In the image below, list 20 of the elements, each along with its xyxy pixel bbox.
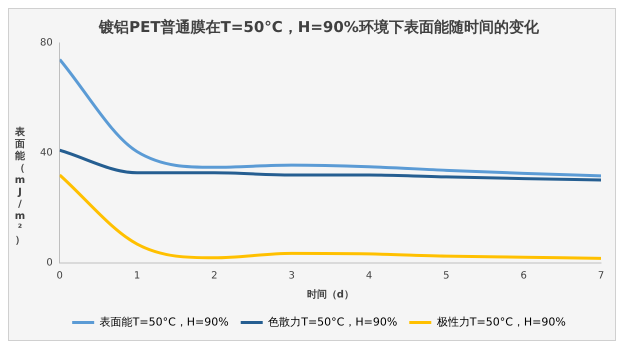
x-tick-label: 4 [366, 270, 372, 282]
legend-label: 色散力T=50°C，H=90% [268, 315, 398, 328]
line-series [60, 58, 601, 178]
x-tick-label: 0 [56, 270, 63, 282]
y-tick-label: 40 [40, 148, 53, 159]
legend-label: 极性力T=50°C，H=90% [436, 315, 566, 328]
x-tick-label: 5 [443, 270, 450, 282]
x-tick-label: 2 [211, 270, 218, 282]
x-tick-label: 7 [598, 270, 604, 282]
y-tick-label: 80 [40, 38, 53, 49]
x-tick-label: 1 [134, 270, 140, 282]
x-tick-label: 6 [520, 270, 527, 282]
text: 表面能（mJ/m²） [14, 127, 26, 246]
line-series [60, 174, 601, 260]
y-tick-label: 0 [46, 258, 53, 269]
line-series [60, 148, 601, 182]
chart-title: 镀铝PET普通膜在T=50°C，H=90%环境下表面能随时间的变化 [98, 18, 540, 36]
x-tick-label: 3 [288, 270, 295, 282]
x-axis-title: 时间（d） [306, 288, 354, 301]
legend-label: 表面能T=50°C，H=90% [100, 315, 229, 328]
